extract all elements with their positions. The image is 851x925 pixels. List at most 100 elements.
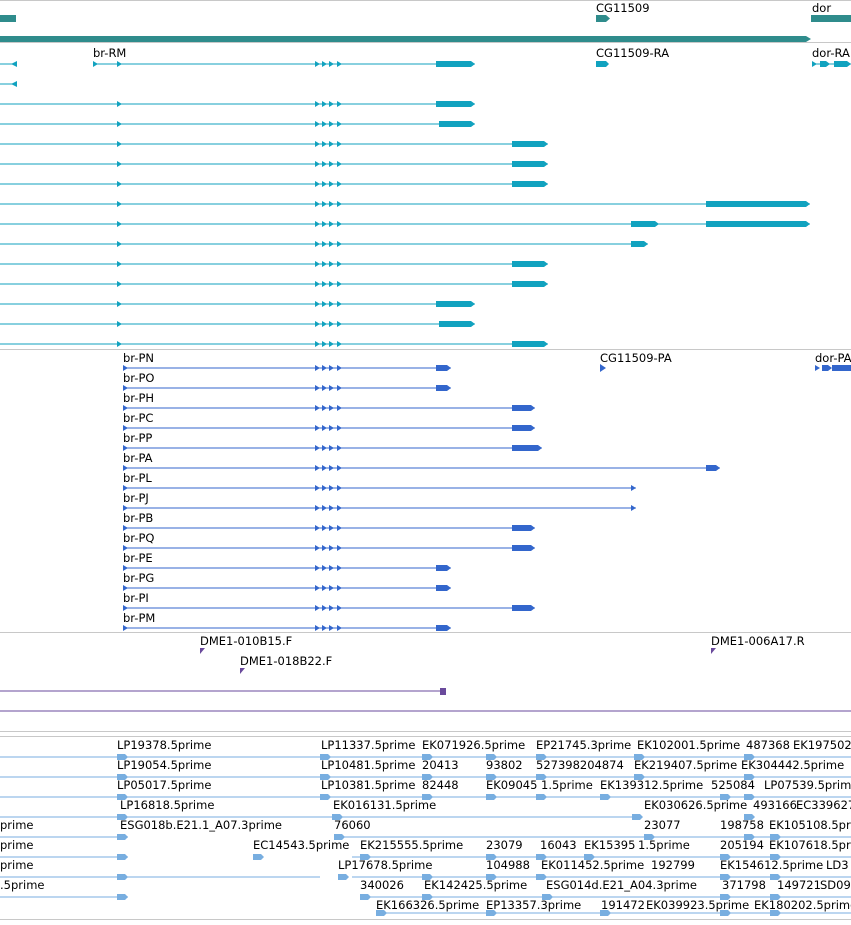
est-block[interactable] <box>338 874 349 880</box>
exon-marker[interactable] <box>315 281 320 287</box>
exon-marker[interactable] <box>329 201 334 207</box>
est-block[interactable] <box>720 894 731 900</box>
exon-marker[interactable] <box>322 141 327 147</box>
protein-start-marker[interactable] <box>123 585 128 591</box>
exon-marker[interactable] <box>315 485 320 491</box>
protein-start-marker[interactable] <box>123 525 128 531</box>
exon-marker[interactable] <box>337 565 342 571</box>
exon-marker[interactable] <box>322 545 327 551</box>
est-block[interactable] <box>632 814 643 820</box>
exon-marker[interactable] <box>329 585 334 591</box>
exon-marker[interactable] <box>329 525 334 531</box>
exon-marker[interactable] <box>329 301 334 307</box>
est-block[interactable] <box>644 834 655 840</box>
exon-marker[interactable] <box>322 261 327 267</box>
exon-marker[interactable] <box>322 565 327 571</box>
exon-marker[interactable] <box>329 181 334 187</box>
protein-start-marker[interactable] <box>123 425 128 431</box>
est-block[interactable] <box>422 874 433 880</box>
est-block[interactable] <box>536 794 547 800</box>
protein-row[interactable]: br-PC <box>123 411 535 431</box>
exon-block[interactable] <box>436 625 451 631</box>
est-block[interactable] <box>744 774 755 780</box>
est-block[interactable] <box>720 874 731 880</box>
exon-marker[interactable] <box>322 425 327 431</box>
exon-marker[interactable] <box>117 341 122 347</box>
exon-marker[interactable] <box>322 585 327 591</box>
exon-marker[interactable] <box>117 321 122 327</box>
exon-marker[interactable] <box>329 365 334 371</box>
protein-start-marker[interactable] <box>123 365 128 371</box>
exon-marker[interactable] <box>329 385 334 391</box>
est-block[interactable] <box>117 754 128 760</box>
protein-row[interactable]: br-PJ <box>123 491 636 511</box>
exon-marker[interactable] <box>337 605 342 611</box>
exon-marker[interactable] <box>315 365 320 371</box>
exon-marker[interactable] <box>322 181 327 187</box>
exon-block[interactable] <box>439 121 475 127</box>
exon-block[interactable] <box>436 301 475 307</box>
exon-marker[interactable] <box>315 445 320 451</box>
est-block[interactable] <box>770 874 781 880</box>
exon-marker[interactable] <box>117 221 122 227</box>
exon-marker[interactable] <box>315 141 320 147</box>
exon-marker[interactable] <box>322 161 327 167</box>
protein-row[interactable]: br-PB <box>123 511 535 531</box>
est-block[interactable] <box>422 754 433 760</box>
exon-marker[interactable] <box>337 61 342 67</box>
exon-marker[interactable] <box>117 181 122 187</box>
est-block[interactable] <box>770 894 781 900</box>
gene-feature-cg11509[interactable] <box>596 15 610 22</box>
exon-marker[interactable] <box>322 301 327 307</box>
protein-start-marker[interactable] <box>123 545 128 551</box>
exon-block[interactable] <box>439 321 475 327</box>
exon-marker[interactable] <box>322 525 327 531</box>
exon-block[interactable] <box>512 445 542 451</box>
exon-marker[interactable] <box>337 221 342 227</box>
est-block[interactable] <box>600 910 611 916</box>
transcript-start-marker[interactable] <box>93 61 98 67</box>
exon-marker[interactable] <box>315 161 320 167</box>
oligo-marker[interactable] <box>240 668 245 674</box>
exon-marker[interactable] <box>337 385 342 391</box>
est-block[interactable] <box>744 794 755 800</box>
exon-marker[interactable] <box>337 101 342 107</box>
exon-block[interactable] <box>512 161 548 167</box>
exon-block[interactable] <box>436 101 475 107</box>
exon-marker[interactable] <box>322 385 327 391</box>
est-block[interactable] <box>770 834 781 840</box>
protein-start-marker[interactable] <box>123 445 128 451</box>
transcript-row[interactable] <box>0 301 475 307</box>
transcript-row[interactable] <box>0 201 810 207</box>
exon-marker[interactable] <box>337 241 342 247</box>
protein-start-marker[interactable] <box>123 385 128 391</box>
exon-marker[interactable] <box>815 365 820 371</box>
transcript-row[interactable] <box>0 161 548 167</box>
exon-marker[interactable] <box>329 101 334 107</box>
protein-row[interactable]: br-PI <box>123 591 535 611</box>
transcript-row[interactable] <box>0 261 548 267</box>
exon-marker[interactable] <box>322 445 327 451</box>
est-block[interactable] <box>320 754 331 760</box>
exon-block[interactable] <box>436 585 451 591</box>
transcript-row[interactable] <box>0 221 810 227</box>
exon-block[interactable] <box>436 385 451 391</box>
protein-row[interactable]: br-PG <box>123 571 451 591</box>
est-block[interactable] <box>360 854 371 860</box>
exon-marker[interactable] <box>322 341 327 347</box>
exon-marker[interactable] <box>315 525 320 531</box>
est-block[interactable] <box>376 910 387 916</box>
exon-block[interactable] <box>822 365 832 371</box>
exon-marker[interactable] <box>329 545 334 551</box>
est-block[interactable] <box>720 794 731 800</box>
transcript-left-stub[interactable] <box>0 61 17 67</box>
exon-marker[interactable] <box>337 405 342 411</box>
est-block[interactable] <box>720 910 731 916</box>
protein-row[interactable]: br-PE <box>123 551 451 571</box>
exon-block[interactable] <box>631 221 659 227</box>
exon-marker[interactable] <box>117 121 122 127</box>
est-block[interactable] <box>360 894 371 900</box>
exon-block[interactable] <box>512 281 548 287</box>
exon-marker[interactable] <box>322 365 327 371</box>
